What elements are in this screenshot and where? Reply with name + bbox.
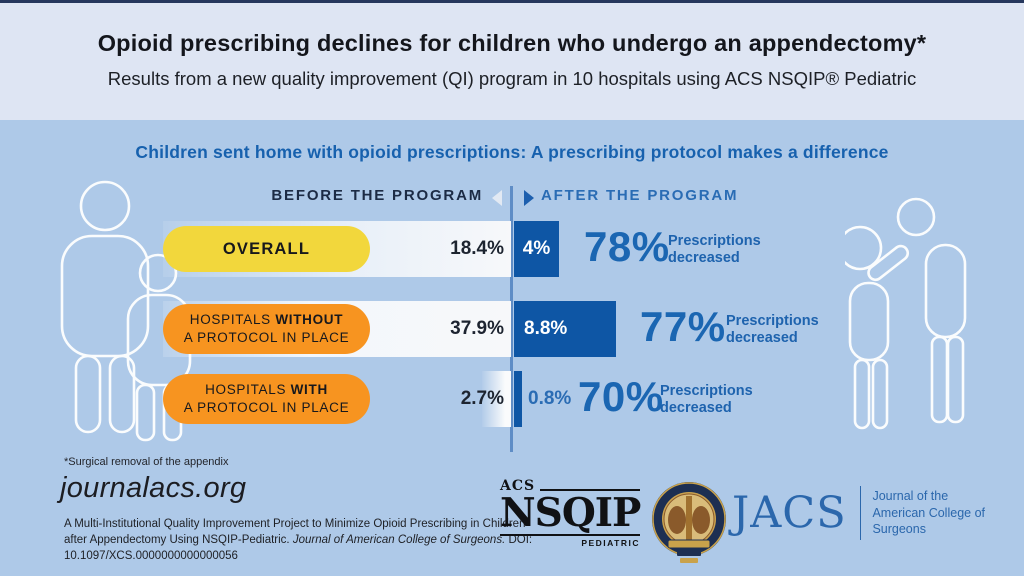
category-label-line2: A PROTOCOL IN PLACE (183, 400, 350, 415)
category-label-line2: A PROTOCOL IN PLACE (183, 330, 350, 345)
jacs-logo: JACS Journal of the American College of … (732, 486, 1024, 540)
acs-seal-icon (652, 482, 726, 563)
category-label: HOSPITALS WITHOUT (189, 312, 344, 328)
page-subtitle: Results from a new quality improvement (… (107, 68, 917, 89)
before-value-protocol: 2.7% (460, 388, 504, 409)
chevron-left-icon (492, 190, 502, 206)
decrease-percent-protocol: 70% (578, 373, 664, 420)
jacs-caption: Journal of the American College of Surge… (872, 488, 985, 537)
jacs-logo-text: JACS (732, 487, 847, 538)
decrease-percent-overall: 78% (584, 223, 670, 270)
celebrating-children-outline-illustration (845, 197, 967, 430)
decrease-caption-protocol: Prescriptions decreased (660, 383, 753, 417)
header: Opioid prescribing declines for children… (0, 3, 1024, 120)
logo-rule (540, 489, 640, 491)
nsqip-pediatric-text: PEDIATRIC (581, 538, 640, 548)
after-program-label: AFTER THE PROGRAM (541, 187, 739, 204)
before-bar-protocol (482, 371, 511, 427)
journal-url[interactable]: journalacs.org (60, 472, 247, 504)
after-value-protocol: 0.8% (528, 388, 572, 409)
footnote: *Surgical removal of the appendix (64, 456, 229, 468)
axis-divider (510, 186, 513, 452)
category-label: HOSPITALS WITH (205, 382, 328, 398)
logo-divider (859, 486, 862, 540)
page-title: Opioid prescribing declines for children… (97, 30, 927, 56)
nsqip-logo-text: NSQIP (500, 490, 641, 536)
after-value-no-protocol: 8.8% (524, 318, 568, 339)
before-value-no-protocol: 37.9% (450, 318, 504, 339)
acs-logo-text: ACS (500, 478, 536, 494)
decrease-percent-no-protocol: 77% (640, 303, 726, 350)
after-value-overall: 4% (522, 238, 551, 259)
acs-nsqip-logo: ACS NSQIP PEDIATRIC (500, 478, 641, 548)
citation: A Multi-Institutional Quality Improvemen… (64, 518, 533, 562)
before-value-overall: 18.4% (450, 238, 504, 259)
after-bar-no-protocol: 8.8% (514, 301, 616, 357)
after-bar-protocol (514, 371, 522, 427)
chevron-right-icon (524, 190, 534, 206)
top-accent-line (0, 0, 1024, 3)
decrease-caption-no-protocol: Prescriptions decreased (726, 313, 819, 347)
before-program-label: BEFORE THE PROGRAM (271, 187, 483, 204)
category-pill-no-protocol: HOSPITALS WITHOUT A PROTOCOL IN PLACE (163, 304, 370, 354)
chart-title: Children sent home with opioid prescript… (135, 142, 889, 162)
after-bar-overall: 4% (514, 221, 559, 277)
category-pill-overall: OVERALL (163, 226, 370, 272)
decrease-caption-overall: Prescriptions decreased (668, 233, 761, 267)
chart-section: Children sent home with opioid prescript… (0, 120, 1024, 576)
category-pill-protocol: HOSPITALS WITH A PROTOCOL IN PLACE (163, 374, 370, 424)
category-label: OVERALL (222, 239, 311, 258)
